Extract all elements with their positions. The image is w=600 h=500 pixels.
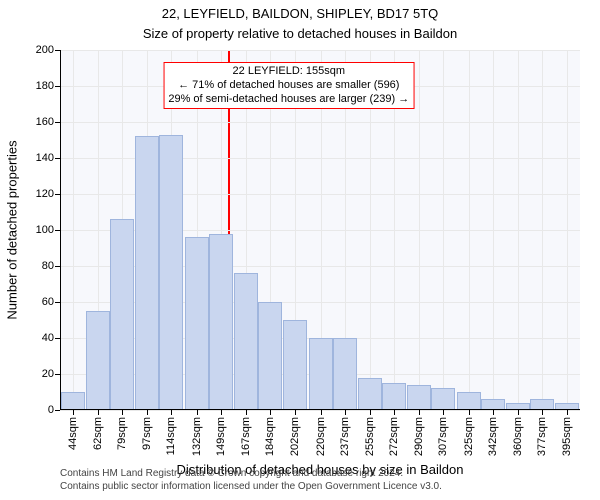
x-tick [567, 410, 568, 415]
x-tick-label: 237sqm [339, 417, 351, 456]
x-tick-label: 44sqm [67, 417, 79, 450]
x-tick [246, 410, 247, 415]
x-tick [197, 410, 198, 415]
gridline-v [518, 50, 519, 410]
gridline-v [493, 50, 494, 410]
gridline-v [419, 50, 420, 410]
gridline-v [73, 50, 74, 410]
x-tick [419, 410, 420, 415]
x-tick-label: 307sqm [437, 417, 449, 456]
x-tick-label: 360sqm [512, 417, 524, 456]
annotation-line-2: ← 71% of detached houses are smaller (59… [168, 79, 409, 93]
annotation-box: 22 LEYFIELD: 155sqm ← 71% of detached ho… [163, 62, 414, 109]
x-tick [171, 410, 172, 415]
x-tick-label: 342sqm [487, 417, 499, 456]
histogram-bar [309, 338, 333, 410]
y-tick-label: 160 [36, 116, 60, 128]
histogram-bar [457, 392, 481, 410]
x-tick-label: 114sqm [165, 417, 177, 455]
x-tick-label: 377sqm [536, 417, 548, 456]
histogram-bar [185, 237, 209, 410]
histogram-bar [333, 338, 357, 410]
x-tick-label: 220sqm [315, 417, 327, 456]
histogram-bar [86, 311, 110, 410]
x-tick [321, 410, 322, 415]
x-tick-label: 132sqm [191, 417, 203, 456]
x-tick [493, 410, 494, 415]
x-tick-label: 255sqm [364, 417, 376, 456]
histogram-bar [258, 302, 282, 410]
histogram-bar [283, 320, 307, 410]
gridline-v [443, 50, 444, 410]
gridline-v [542, 50, 543, 410]
y-axis-title: Number of detached properties [5, 140, 20, 319]
x-tick [295, 410, 296, 415]
histogram-bar [61, 392, 85, 410]
x-tick-label: 97sqm [141, 417, 153, 450]
x-tick [469, 410, 470, 415]
x-tick-label: 62sqm [92, 417, 104, 450]
x-tick [147, 410, 148, 415]
x-tick-label: 167sqm [240, 417, 252, 456]
y-tick-label: 80 [42, 260, 60, 272]
histogram-bar [209, 234, 233, 410]
y-tick-label: 120 [36, 188, 60, 200]
y-tick-label: 200 [36, 44, 60, 56]
x-axis-line [60, 409, 580, 410]
y-axis-line [60, 50, 61, 410]
x-tick [542, 410, 543, 415]
x-tick-label: 272sqm [388, 417, 400, 456]
x-tick [98, 410, 99, 415]
gridline-v [567, 50, 568, 410]
x-tick-label: 184sqm [264, 417, 276, 456]
histogram-bar [135, 136, 159, 410]
histogram-bar [234, 273, 258, 410]
annotation-line-1: 22 LEYFIELD: 155sqm [168, 65, 409, 79]
y-tick-label: 100 [36, 224, 60, 236]
x-tick [394, 410, 395, 415]
x-tick [73, 410, 74, 415]
x-tick-label: 79sqm [116, 417, 128, 450]
histogram-bar [110, 219, 134, 410]
y-tick-label: 0 [48, 404, 60, 416]
x-tick [122, 410, 123, 415]
x-tick-label: 395sqm [561, 417, 573, 456]
x-tick-label: 149sqm [215, 417, 227, 456]
y-tick-label: 140 [36, 152, 60, 164]
histogram-bar [358, 378, 382, 410]
gridline-v [469, 50, 470, 410]
page-title: 22, LEYFIELD, BAILDON, SHIPLEY, BD17 5TQ [0, 6, 600, 21]
annotation-line-3: 29% of semi-detached houses are larger (… [168, 93, 409, 107]
x-tick [270, 410, 271, 415]
x-tick [370, 410, 371, 415]
histogram-bar [382, 383, 406, 410]
x-tick [345, 410, 346, 415]
y-tick-label: 60 [42, 296, 60, 308]
x-tick-label: 290sqm [413, 417, 425, 456]
y-tick-label: 180 [36, 80, 60, 92]
x-tick-label: 202sqm [289, 417, 301, 456]
x-tick-label: 325sqm [463, 417, 475, 456]
footer-attribution: Contains HM Land Registry data © Crown c… [0, 468, 600, 493]
x-tick [443, 410, 444, 415]
histogram-bar [407, 385, 431, 410]
y-tick-label: 40 [42, 332, 60, 344]
x-tick [221, 410, 222, 415]
histogram-bar [431, 388, 455, 410]
page-subtitle: Size of property relative to detached ho… [0, 26, 600, 41]
histogram-bar [159, 135, 183, 410]
y-tick-label: 20 [42, 368, 60, 380]
x-tick [518, 410, 519, 415]
